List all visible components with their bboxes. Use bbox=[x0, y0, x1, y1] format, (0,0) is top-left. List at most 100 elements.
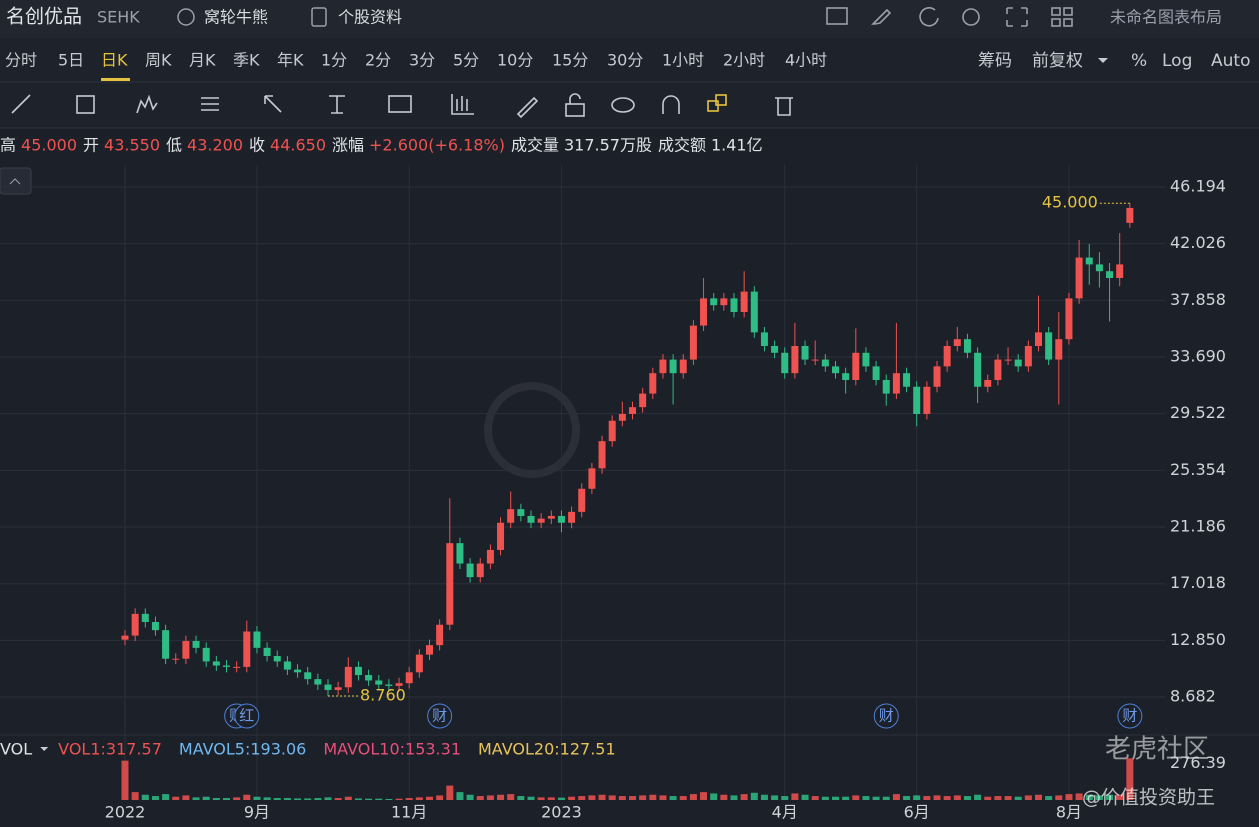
volume-bar bbox=[913, 795, 921, 800]
candle-body bbox=[446, 543, 454, 625]
candle-body bbox=[994, 359, 1002, 380]
volume-bar bbox=[791, 793, 799, 800]
volume-bar bbox=[669, 796, 677, 800]
candle-body bbox=[344, 666, 352, 688]
volume-bar bbox=[720, 794, 728, 800]
volume-bar bbox=[354, 798, 362, 800]
candle-body bbox=[903, 373, 911, 387]
volume-legend: VOL1:317.57 bbox=[58, 740, 162, 759]
layout-name[interactable]: 未命名图表布局 bbox=[1110, 8, 1222, 27]
period-tab[interactable]: 5分 bbox=[453, 51, 479, 70]
candle-body bbox=[588, 468, 596, 489]
candle-body bbox=[1095, 264, 1103, 272]
chart-option[interactable]: 筹码 bbox=[978, 51, 1012, 71]
volume-bar bbox=[1024, 795, 1032, 800]
volume-bar bbox=[689, 794, 697, 800]
period-tab[interactable]: 4小时 bbox=[785, 51, 827, 70]
period-tab[interactable]: 日K bbox=[101, 51, 128, 70]
period-tab[interactable]: 年K bbox=[277, 51, 304, 70]
volume-bar bbox=[953, 795, 961, 800]
y-tick-label: 12.850 bbox=[1170, 630, 1226, 649]
candle-body bbox=[700, 298, 708, 326]
chart-option[interactable]: Log bbox=[1162, 51, 1192, 71]
volume-bar bbox=[1106, 794, 1114, 800]
period-tab[interactable]: 5日 bbox=[58, 51, 84, 70]
period-tab[interactable]: 30分 bbox=[607, 51, 643, 70]
volume-bar bbox=[375, 798, 383, 800]
chart-option[interactable]: Auto bbox=[1211, 51, 1250, 71]
chart-option[interactable]: % bbox=[1131, 51, 1147, 71]
collapse-button[interactable] bbox=[0, 167, 32, 195]
watermark: @价值投资助王 bbox=[1082, 787, 1215, 809]
volume-bar bbox=[395, 798, 403, 800]
candle-body bbox=[334, 687, 342, 690]
event-marker[interactable] bbox=[234, 703, 260, 729]
volume-bar bbox=[730, 795, 738, 800]
period-tab[interactable]: 1小时 bbox=[662, 51, 704, 70]
period-tab[interactable]: 3分 bbox=[409, 51, 435, 70]
period-tab[interactable]: 15分 bbox=[552, 51, 588, 70]
candle-body bbox=[212, 661, 220, 666]
candle-body bbox=[760, 332, 768, 346]
period-tab[interactable]: 季K bbox=[233, 51, 260, 70]
volume-bar bbox=[1055, 795, 1063, 800]
period-tab[interactable]: 10分 bbox=[497, 51, 533, 70]
candle-body bbox=[507, 509, 515, 523]
volume-bar bbox=[436, 795, 444, 800]
info-label: 涨幅 bbox=[332, 136, 364, 155]
candle-body bbox=[294, 669, 302, 673]
link[interactable]: 窝轮牛熊 bbox=[204, 8, 268, 27]
period-tab[interactable]: 月K bbox=[189, 51, 216, 70]
candle-body bbox=[608, 420, 616, 442]
info-value: 45.000 bbox=[21, 136, 77, 155]
volume-bar bbox=[771, 795, 779, 800]
volume-bar bbox=[385, 798, 393, 800]
candle-body bbox=[314, 679, 322, 685]
candle-body bbox=[273, 655, 281, 662]
candle-body bbox=[852, 352, 860, 380]
chart-option[interactable]: 前复权 bbox=[1032, 51, 1083, 71]
volume-bar bbox=[446, 785, 454, 800]
volume-legend: MAVOL20:127.51 bbox=[478, 740, 616, 759]
volume-bar bbox=[1065, 794, 1073, 800]
y-tick-label: 29.522 bbox=[1170, 403, 1226, 422]
candle-body bbox=[832, 366, 839, 374]
candle-body bbox=[984, 379, 992, 387]
candle-body bbox=[842, 373, 850, 380]
period-tab[interactable]: 2小时 bbox=[723, 51, 765, 70]
info-label: 成交量 bbox=[511, 136, 559, 155]
volume-bar bbox=[963, 796, 971, 800]
y-tick-label: 25.354 bbox=[1170, 460, 1226, 479]
candle-body bbox=[172, 658, 180, 660]
volume-bar bbox=[192, 797, 200, 800]
period-tab[interactable]: 1分 bbox=[321, 51, 347, 70]
volume-name: VOL bbox=[0, 740, 32, 759]
volume-bar bbox=[903, 796, 911, 800]
candle-body bbox=[354, 666, 362, 676]
candle-body bbox=[476, 563, 484, 578]
candle-body bbox=[415, 654, 423, 673]
event-marker[interactable] bbox=[873, 703, 899, 729]
event-marker[interactable] bbox=[1117, 703, 1143, 729]
volume-tick-label: 276.39 bbox=[1170, 753, 1226, 772]
volume-bar bbox=[629, 796, 636, 800]
candle-body bbox=[121, 635, 129, 640]
volume-bar bbox=[872, 796, 880, 800]
y-tick-label: 21.186 bbox=[1170, 517, 1226, 536]
info-value: 317.57万股 bbox=[564, 136, 652, 155]
candle-body bbox=[151, 622, 159, 631]
volume-bar bbox=[212, 798, 220, 800]
period-tab[interactable]: 周K bbox=[145, 51, 172, 70]
candle-body bbox=[395, 683, 403, 686]
candle-body bbox=[933, 366, 941, 387]
candle-body bbox=[639, 393, 647, 408]
period-tab[interactable]: 2分 bbox=[365, 51, 391, 70]
event-marker[interactable] bbox=[427, 703, 453, 729]
info-label: 收 bbox=[249, 136, 265, 155]
link[interactable]: 个股资料 bbox=[338, 8, 402, 27]
period-tab[interactable]: 分时 bbox=[5, 51, 37, 70]
candle-body bbox=[943, 345, 951, 367]
volume-bar bbox=[131, 792, 139, 800]
candle-body bbox=[882, 379, 890, 394]
event-label: 财 bbox=[432, 707, 447, 725]
